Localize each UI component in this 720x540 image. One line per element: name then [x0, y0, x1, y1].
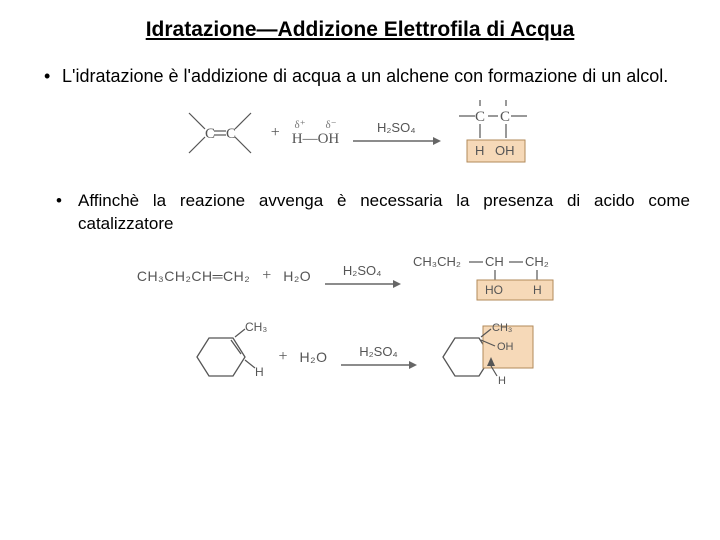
- h-oh-text: H—OH: [292, 131, 340, 148]
- reaction-2: CH₃CH₂CH═CH₂ + H₂O H₂SO₄ CH₃CH₂ CH CH₂ H…: [30, 250, 690, 302]
- reaction-arrow-2: H₂SO₄: [323, 263, 401, 290]
- water-reagent: δ⁺ δ⁻ H—OH: [292, 118, 340, 148]
- delta-plus: δ⁺: [295, 118, 306, 131]
- bullet-marker: •: [56, 190, 78, 213]
- svg-text:CH: CH: [485, 254, 504, 269]
- reaction-arrow-1: H₂SO₄: [351, 120, 441, 147]
- bullet-1: • L'idratazione è l'addizione di acqua a…: [30, 64, 690, 88]
- butene-formula: CH₃CH₂CH═CH₂: [137, 268, 250, 284]
- catalyst-label-1: H₂SO₄: [377, 120, 416, 135]
- svg-text:OH: OH: [495, 143, 515, 158]
- methylcyclohexanol: CH₃ OH H: [429, 316, 541, 398]
- svg-text:CH₃: CH₃: [245, 320, 267, 334]
- butanol-product: CH₃CH₂ CH CH₂ HO H: [413, 250, 583, 302]
- svg-text:H: H: [475, 143, 484, 158]
- plus-sign: +: [262, 267, 271, 285]
- reaction-1: C C + δ⁺ δ⁻ H—OH H₂SO₄ C C H OH: [30, 100, 690, 166]
- svg-text:C: C: [205, 126, 215, 142]
- methylcyclohexene: CH₃ H: [179, 320, 267, 394]
- bullet-2: • Affinchè la reazione avvenga è necessa…: [30, 190, 690, 236]
- page-title: Idratazione—Addizione Elettrofila di Acq…: [60, 18, 660, 42]
- svg-text:HO: HO: [485, 283, 503, 297]
- alcohol-product: C C H OH: [453, 100, 539, 166]
- water-2: H₂O: [283, 268, 311, 284]
- alkene-structure: C C: [181, 105, 259, 161]
- svg-text:C: C: [500, 109, 510, 125]
- bullet-marker: •: [44, 64, 62, 88]
- svg-text:C: C: [475, 109, 485, 125]
- svg-text:CH₂: CH₂: [525, 254, 549, 269]
- svg-text:C: C: [226, 126, 236, 142]
- svg-text:CH₃CH₂: CH₃CH₂: [413, 254, 461, 269]
- catalyst-label-3: H₂SO₄: [359, 344, 398, 359]
- delta-minus: δ⁻: [326, 118, 337, 131]
- bullet-text-2: Affinchè la reazione avvenga è necessari…: [78, 190, 690, 236]
- svg-text:OH: OH: [497, 341, 514, 353]
- svg-text:CH₃: CH₃: [492, 322, 512, 334]
- reaction-3: CH₃ H + H₂O H₂SO₄ CH₃ OH H: [30, 316, 690, 398]
- catalyst-label-2: H₂SO₄: [343, 263, 382, 278]
- svg-text:H: H: [498, 375, 506, 387]
- plus-sign: +: [271, 124, 280, 142]
- reaction-arrow-3: H₂SO₄: [339, 344, 417, 371]
- svg-text:H: H: [533, 283, 542, 297]
- bullet-text-1: L'idratazione è l'addizione di acqua a u…: [62, 64, 668, 88]
- svg-text:H: H: [255, 365, 264, 379]
- plus-sign: +: [279, 348, 288, 366]
- water-3: H₂O: [300, 349, 328, 365]
